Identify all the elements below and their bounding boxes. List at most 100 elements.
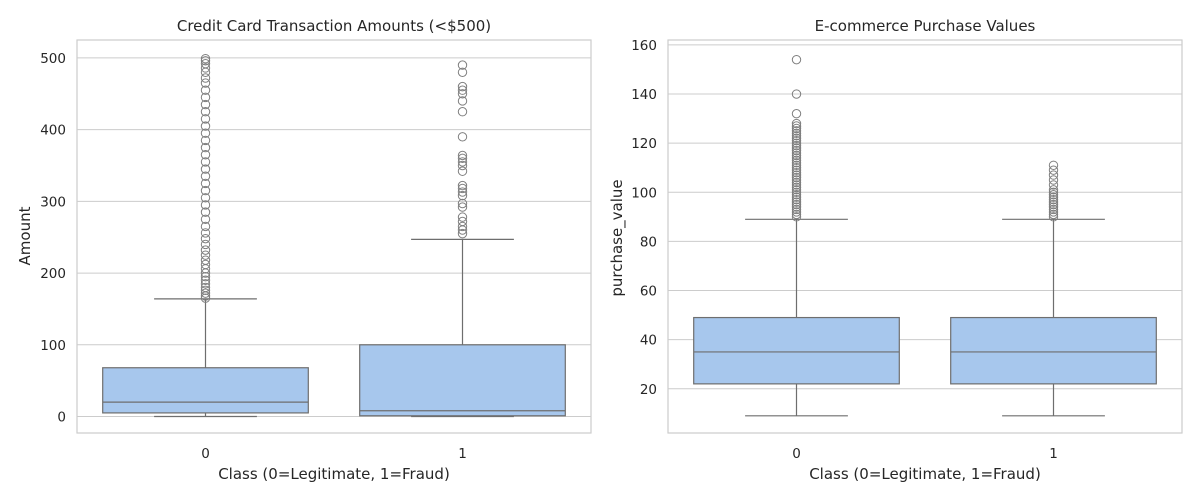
y-tick-label: 400 [40, 123, 66, 139]
outlier-point [200, 150, 211, 160]
y-tick-labels-1: 0 100 200 300 400 500 [40, 51, 66, 426]
y-tick-label: 120 [631, 136, 657, 152]
outlier-point [200, 285, 211, 295]
outlier-point [791, 143, 802, 153]
x-tick-label: 1 [458, 446, 467, 462]
outlier-point [200, 164, 211, 174]
chart-title-2: E-commerce Purchase Values [815, 17, 1036, 35]
outlier-point [791, 121, 802, 131]
outlier-point [791, 197, 802, 207]
outlier-point [791, 138, 802, 148]
outlier-point [1048, 190, 1059, 200]
outlier-point [200, 228, 211, 238]
outlier-point [791, 118, 802, 129]
outlier-point [200, 99, 211, 110]
outlier-point [457, 81, 468, 92]
y-tick-label: 40 [640, 333, 657, 349]
outlier-point [791, 182, 802, 193]
outlier-point [791, 148, 802, 158]
outlier-point [200, 221, 211, 232]
outlier-point [1048, 209, 1059, 220]
outlier-point [457, 150, 468, 161]
outlier-point [200, 157, 211, 167]
outlier-point [791, 209, 802, 220]
outlier-point [1048, 170, 1059, 180]
outlier-point [457, 212, 468, 222]
outlier-point [200, 92, 211, 103]
outlier-point [791, 123, 802, 134]
outlier-point [457, 202, 468, 212]
outlier-point [791, 136, 802, 146]
outlier-point [457, 180, 468, 191]
outlier-point [791, 202, 802, 212]
outlier-point [791, 158, 802, 168]
outlier-point [200, 293, 211, 303]
outlier-point [200, 78, 211, 88]
outlier-point [457, 157, 468, 167]
outlier-point [1048, 185, 1059, 195]
boxplot-marks-1 [102, 53, 566, 418]
y-tick-label: 140 [631, 87, 657, 103]
outlier-point [791, 128, 802, 139]
outlier-point [200, 128, 211, 138]
outlier-point [791, 108, 802, 119]
outlier-point [791, 155, 802, 166]
outlier-point [791, 165, 802, 175]
outlier-point [457, 132, 468, 142]
x-tick-label: 1 [1049, 446, 1058, 462]
box [359, 344, 566, 417]
y-tick-label: 300 [40, 194, 66, 210]
outlier-point [791, 187, 802, 197]
y-axis-label-2: purchase_value [608, 179, 627, 296]
outlier-point [200, 275, 211, 285]
y-tick-label: 100 [40, 338, 66, 354]
outlier-point [791, 145, 802, 156]
outlier-point [200, 114, 211, 124]
outlier-point [457, 216, 468, 227]
x-tick-label: 0 [201, 446, 210, 462]
x-axis-label-2: Class (0=Legitimate, 1=Fraud) [809, 465, 1041, 483]
y-tick-label: 100 [631, 185, 657, 201]
x-tick-label: 0 [792, 446, 801, 462]
outlier-point [791, 170, 802, 180]
outlier-point [200, 279, 211, 289]
outlier-point [200, 63, 211, 73]
outlier-point [791, 194, 802, 205]
outlier-point [200, 193, 211, 203]
outlier-point [791, 133, 802, 143]
outlier-point [791, 160, 802, 170]
outlier-point [200, 233, 211, 244]
outlier-point [200, 255, 211, 265]
y-axis-label-1: Amount [16, 206, 34, 265]
outlier-point [791, 185, 802, 195]
box [693, 316, 900, 385]
outlier-point [457, 85, 468, 95]
outlier-point [200, 214, 211, 224]
outlier-point [791, 180, 802, 190]
outlier-point [457, 89, 468, 99]
outlier-point [1048, 160, 1059, 170]
outlier-point [791, 140, 802, 151]
outlier-point [200, 259, 211, 270]
outlier-point [1048, 165, 1059, 175]
outlier-point [200, 239, 211, 250]
outlier-point [457, 107, 468, 117]
outlier-point [200, 271, 211, 282]
y-tick-label: 500 [40, 51, 66, 67]
outlier-point [457, 60, 468, 70]
outlier-point [200, 171, 211, 181]
outlier-point [791, 163, 802, 173]
outlier-point [200, 200, 211, 210]
y-tick-label: 20 [640, 382, 657, 398]
outlier-point [200, 207, 211, 217]
outlier-point [1048, 202, 1059, 212]
outlier-point [1048, 187, 1059, 197]
outlier-point [1048, 175, 1059, 185]
outlier-point [791, 175, 802, 185]
y-tick-label: 160 [631, 38, 657, 54]
outlier-point [200, 178, 211, 189]
outlier-point [791, 177, 802, 188]
